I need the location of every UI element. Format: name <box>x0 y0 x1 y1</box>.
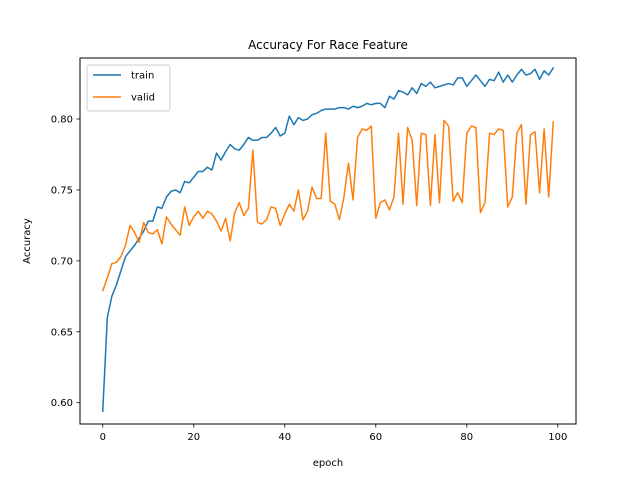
y-tick-label: 0.70 <box>51 256 73 267</box>
x-axis-ticks: 0 20 40 60 80 100 <box>100 424 567 443</box>
chart-title: Accuracy For Race Feature <box>248 38 408 52</box>
x-tick-label: 40 <box>278 432 291 443</box>
series-line-valid <box>101 119 555 292</box>
x-axis-label: epoch <box>313 458 343 469</box>
legend-label-train: train <box>131 71 154 82</box>
plot-area-frame <box>79 57 577 425</box>
y-tick-label: 0.80 <box>51 115 73 126</box>
legend-box <box>86 64 171 112</box>
x-tick-label: 0 <box>100 432 106 443</box>
y-axis-label: Accuracy <box>22 218 33 264</box>
x-tick-label: 60 <box>369 432 382 443</box>
x-tick-label: 20 <box>187 432 200 443</box>
y-tick-label: 0.65 <box>51 327 73 338</box>
plot-lines <box>101 66 555 413</box>
y-tick-label: 0.60 <box>51 398 73 409</box>
x-tick-label: 80 <box>460 432 473 443</box>
y-tick-label: 0.75 <box>51 185 73 196</box>
y-axis-ticks: 0.60 0.65 0.70 0.75 0.80 <box>51 115 80 409</box>
x-tick-label: 100 <box>548 432 567 443</box>
legend-label-valid: valid <box>131 93 155 104</box>
legend: train valid <box>86 64 171 112</box>
series-line-train <box>101 66 555 413</box>
